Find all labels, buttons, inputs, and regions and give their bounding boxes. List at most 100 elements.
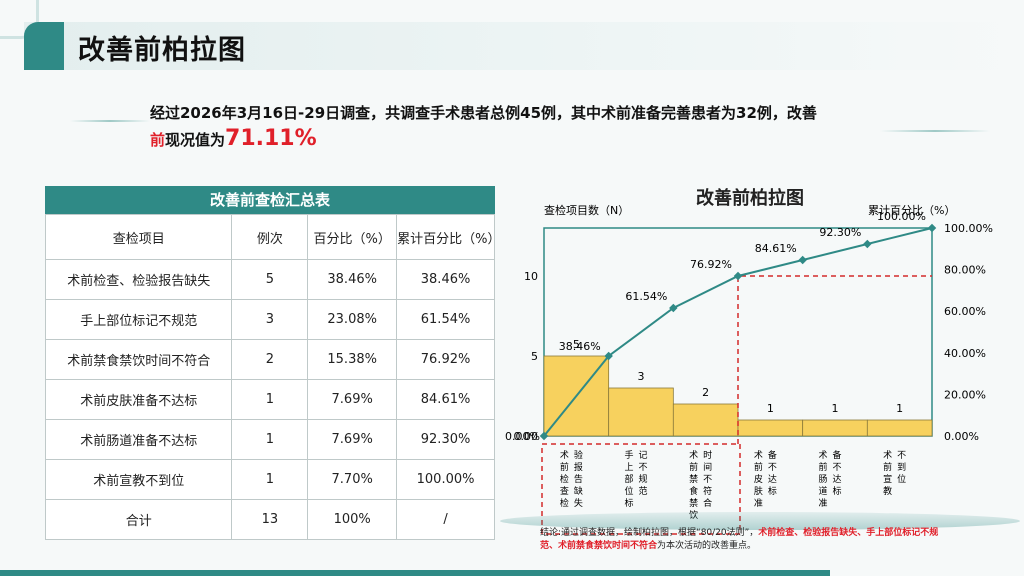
table-cell: 1 xyxy=(231,419,309,460)
cumulative-label: 84.61% xyxy=(755,242,797,255)
bar-value-label: 2 xyxy=(702,386,709,399)
pareto-bar xyxy=(802,419,868,437)
table-header-cell: 百分比（%） xyxy=(307,214,398,260)
category-label: 不到位 xyxy=(897,450,906,485)
category-label: 手上部位标 xyxy=(624,449,633,509)
y2-tick-label: 20.00% xyxy=(944,388,986,401)
conclusion-text: 结论:通过调查数据，绘制柏拉图，根据“80/20法则”，术前检查、检验报告缺失、… xyxy=(540,527,940,553)
table-header-cell: 累计百分比（%） xyxy=(396,214,500,260)
summary-table-grid: 查检项目 例次 百分比（%） 累计百分比（%） 术前检查、检验报告缺失 5 38.46% 38… xyxy=(44,214,500,540)
table-row: 术前检查、检验报告缺失 5 38.46% 38.46% xyxy=(44,259,495,300)
table-row: 术前宣教不到位 1 7.70% 100.00% xyxy=(44,459,495,500)
table-cell: 5 xyxy=(231,259,309,300)
cumulative-label: 100.00% xyxy=(877,210,926,223)
bottom-strip xyxy=(0,570,830,576)
table-row: 术前皮肤准备不达标 1 7.69% 84.61% xyxy=(44,379,495,420)
table-caption: 改善前查检汇总表 xyxy=(45,186,495,214)
intro-value: 71.11% xyxy=(225,126,317,151)
cumulative-point xyxy=(863,239,872,249)
cumulative-label: 61.54% xyxy=(625,290,667,303)
table-cell: 15.38% xyxy=(307,339,398,380)
y-tick-label: 5 xyxy=(531,350,538,363)
category-label: 术前皮肤准 xyxy=(754,449,763,509)
summary-table: 改善前查检汇总表 查检项目 例次 百分比（%） 累计百分比（%） 术前检查、检验报告缺失… xyxy=(44,186,500,540)
y2-axis-label: 累计百分比（%） xyxy=(868,204,955,217)
slide-title: 改善前柏拉图 xyxy=(78,35,246,66)
bar-value-label: 1 xyxy=(896,402,903,415)
table-cell: / xyxy=(396,499,495,540)
table-cell: 7.69% xyxy=(307,419,398,460)
table-cell: 100.00% xyxy=(396,459,495,500)
table-cell: 84.61% xyxy=(396,379,495,420)
table-cell: 1 xyxy=(231,379,309,420)
conclusion-suffix: 为本次活动的改善重点。 xyxy=(657,541,757,551)
y-axis-label: 查检项目数（N） xyxy=(544,203,629,217)
intro-main: 经过2026年3月16日-29日调查，共调查手术患者总例45例，其中术前准备完善… xyxy=(150,104,817,122)
category-label: 术前肠道准 xyxy=(818,449,827,509)
table-cell: 23.08% xyxy=(307,299,398,340)
table-cell: 术前肠道准备不达标 xyxy=(44,419,233,460)
table-cell: 术前宣教不到位 xyxy=(44,459,233,500)
table-cell: 38.46% xyxy=(396,259,495,300)
table-cell: 7.69% xyxy=(307,379,398,420)
threshold-line xyxy=(737,275,932,444)
pareto-bar xyxy=(672,403,739,437)
table-cell: 3 xyxy=(231,299,309,340)
category-label: 记不规范 xyxy=(638,450,647,497)
decor-line-right xyxy=(880,130,990,132)
category-label: 术前禁食禁饮 xyxy=(689,449,698,521)
cumulative-label: 92.30% xyxy=(819,226,861,239)
conclusion-prefix: 结论:通过调查数据，绘制柏拉图，根据“80/20法则”， xyxy=(540,528,759,538)
table-cell: 手上部位标记不规范 xyxy=(44,299,233,340)
category-label: 备不达标 xyxy=(768,449,777,497)
y2-tick-label: 0.00% xyxy=(944,430,979,443)
cumulative-point xyxy=(798,255,807,265)
table-header-cell: 例次 xyxy=(231,214,309,260)
chart-title: 改善前柏拉图 xyxy=(696,188,804,209)
bar-value-label: 1 xyxy=(767,402,774,415)
y2-tick-label: 100.00% xyxy=(944,222,993,235)
table-cell: 2 xyxy=(231,339,309,380)
pareto-chart: 改善前柏拉图 查检项目数（N） 累计百分比（%） 0.00 5 10 0.00% 20.00… xyxy=(500,178,1000,558)
pareto-bar xyxy=(608,387,674,437)
table-cell: 38.46% xyxy=(307,259,398,300)
title-accent xyxy=(24,22,64,70)
table-cell: 76.92% xyxy=(396,339,495,380)
bar-value-label: 3 xyxy=(638,370,645,383)
bar-value-label: 1 xyxy=(832,402,839,415)
cumulative-point xyxy=(733,271,743,281)
y-tick-label: 0.00 xyxy=(514,430,539,443)
table-cell: 7.70% xyxy=(307,459,398,500)
highlight-box xyxy=(541,443,741,535)
decor-line-left xyxy=(70,120,150,122)
y2-tick-label: 60.00% xyxy=(944,305,986,318)
table-row: 术前禁食禁饮时间不符合 2 15.38% 76.92% xyxy=(44,339,495,380)
table-cell: 术前禁食禁饮时间不符合 xyxy=(44,339,233,380)
category-label: 备不达标 xyxy=(832,449,841,497)
intro-text: 经过2026年3月16日-29日调查，共调查手术患者总例45例，其中术前准备完善… xyxy=(150,100,910,153)
title-band xyxy=(24,22,1024,70)
intro-red: 前 xyxy=(150,131,166,149)
cumulative-label: 38.46% xyxy=(559,340,601,353)
table-cell: 合计 xyxy=(44,499,233,540)
table-row: 术前肠道准备不达标 1 7.69% 92.30% xyxy=(44,419,495,460)
y2-tick-label: 40.00% xyxy=(944,347,986,360)
table-cell: 92.30% xyxy=(396,419,495,460)
table-cell: 1 xyxy=(231,459,309,500)
table-cell: 61.54% xyxy=(396,299,495,340)
table-cell: 100% xyxy=(307,499,398,540)
y2-tick-label: 80.00% xyxy=(944,264,986,277)
table-row: 手上部位标记不规范 3 23.08% 61.54% xyxy=(44,299,495,340)
cumulative-point xyxy=(604,351,613,361)
pareto-svg: 查检项目数（N） 累计百分比（%）0.005100.00%20.00%40.00%… xyxy=(505,203,993,535)
y-tick-label: 10 xyxy=(524,270,538,283)
table-header-row: 查检项目 例次 百分比（%） 累计百分比（%） xyxy=(44,214,500,260)
table-row: 合计 13 100% / xyxy=(44,499,495,540)
category-label: 时间不符合 xyxy=(703,449,712,509)
table-cell: 术前皮肤准备不达标 xyxy=(44,379,233,420)
chart-platform xyxy=(500,512,1020,530)
conclusion-highlight: 术前检查、检验报告缺失、手上部位标记不规范、术前禁食禁饮时间不符合 xyxy=(540,528,939,551)
cumulative-point xyxy=(927,223,937,233)
corner-decoration xyxy=(0,0,39,39)
table-cell: 13 xyxy=(231,499,309,540)
